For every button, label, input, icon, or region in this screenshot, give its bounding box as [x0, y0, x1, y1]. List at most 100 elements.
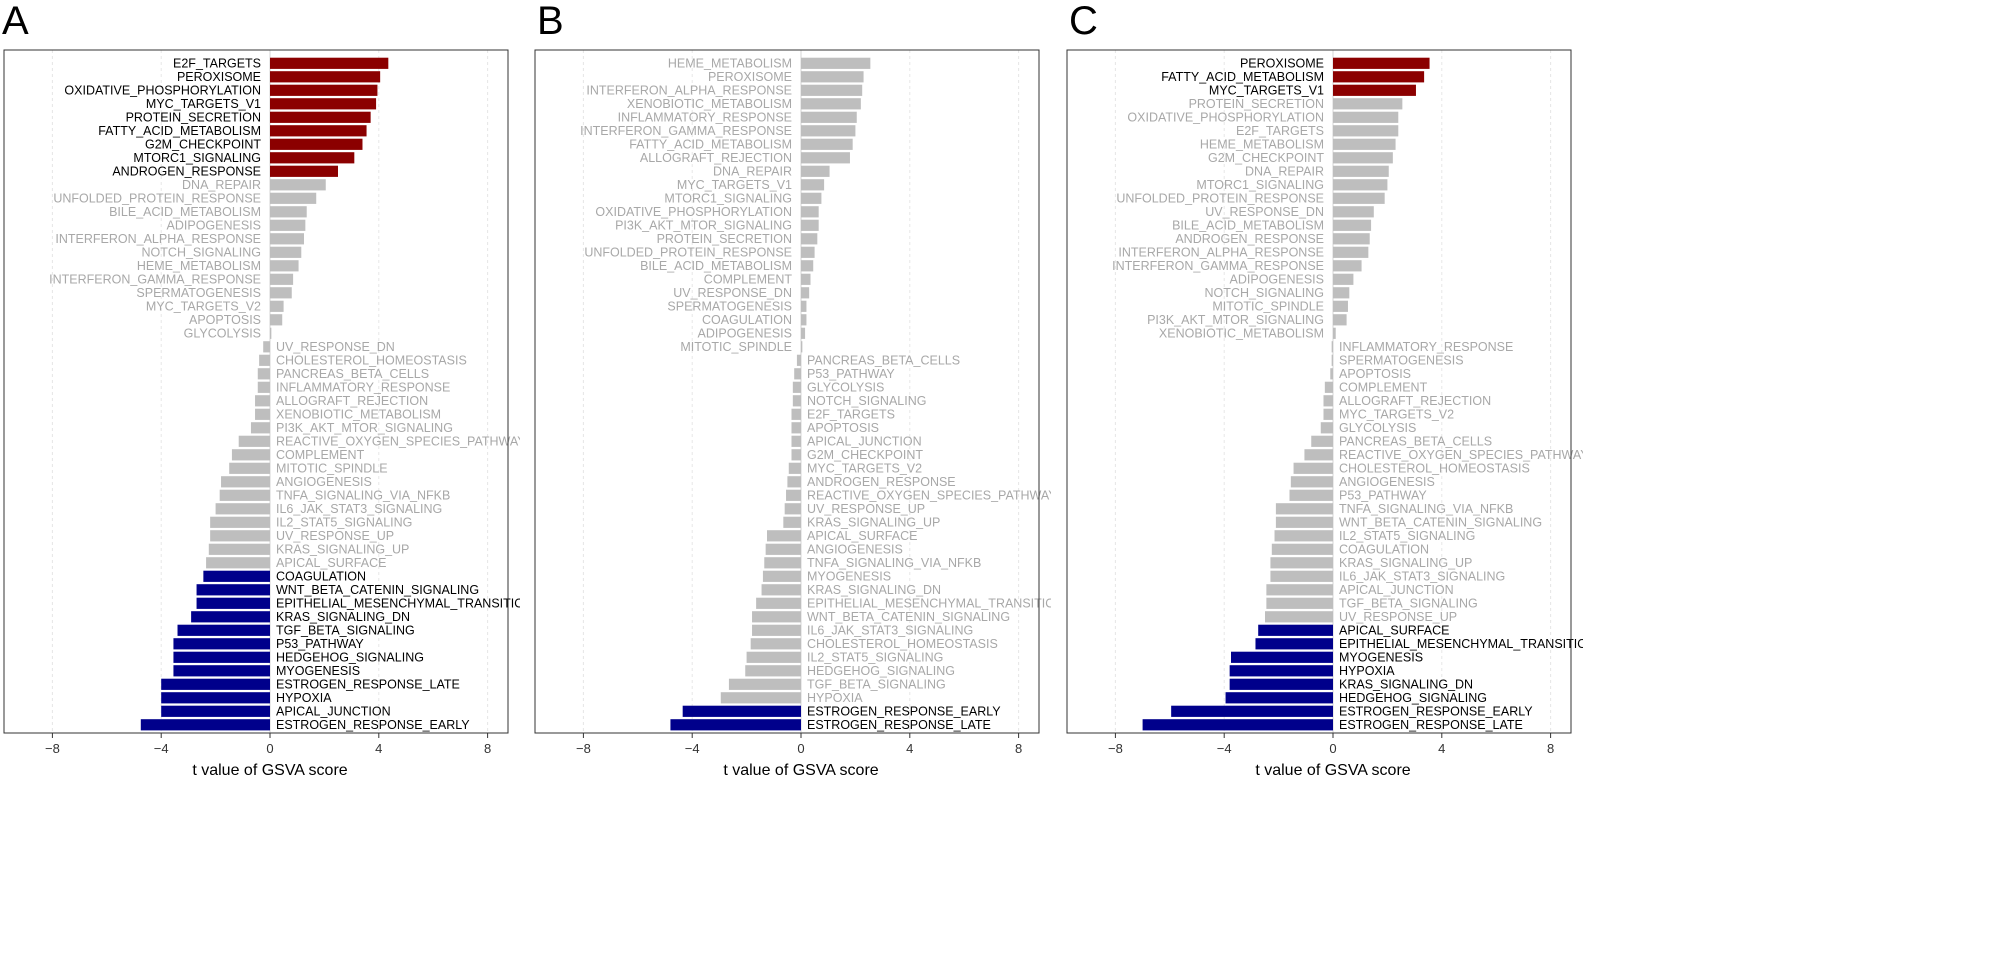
bar-label: ANGIOGENESIS	[1339, 475, 1435, 489]
bar-label: PANCREAS_BETA_CELLS	[807, 354, 960, 368]
bar	[270, 327, 272, 339]
bar-label: IL6_JAK_STAT3_SIGNALING	[1339, 570, 1505, 584]
bar	[801, 138, 853, 150]
bar	[1333, 125, 1399, 137]
bar-label: GLYCOLYSIS	[1339, 421, 1416, 435]
bar-label: UV_RESPONSE_DN	[1205, 205, 1324, 219]
x-axis-title: t value of GSVA score	[1255, 762, 1410, 779]
bar-label: E2F_TARGETS	[173, 57, 261, 71]
bar-label: G2M_CHECKPOINT	[145, 138, 261, 152]
bar-label: MTORC1_SIGNALING	[1196, 178, 1324, 192]
bar	[203, 570, 270, 582]
bar-label: IL2_STAT5_SIGNALING	[1339, 529, 1475, 543]
bar-label: TGF_BETA_SIGNALING	[276, 624, 415, 638]
bar	[257, 368, 270, 380]
bar-label: P53_PATHWAY	[807, 367, 895, 381]
bar-label: UV_RESPONSE_UP	[1339, 610, 1457, 624]
bar	[1331, 354, 1333, 366]
bar-label: GLYCOLYSIS	[184, 327, 261, 341]
bar-label: HEDGEHOG_SIGNALING	[276, 651, 424, 665]
bar-label: BILE_ACID_METABOLISM	[109, 205, 261, 219]
bar-label: MYC_TARGETS_V2	[146, 300, 261, 314]
bar-label: PROTEIN_SECRETION	[657, 232, 792, 246]
bar	[1266, 584, 1333, 596]
bar	[791, 408, 801, 420]
x-tick-label: 8	[484, 741, 491, 756]
bar-label: SPERMATOGENESIS	[136, 286, 261, 300]
bar	[801, 125, 856, 137]
panel-letter: C	[1069, 0, 1098, 43]
bar	[801, 152, 850, 164]
bar-label: KRAS_SIGNALING_UP	[1339, 556, 1472, 570]
bar	[270, 260, 299, 272]
bar	[728, 678, 801, 690]
bar-label: UV_RESPONSE_UP	[807, 502, 925, 516]
bar-label: UV_RESPONSE_DN	[673, 286, 792, 300]
bar-label: ESTROGEN_RESPONSE_EARLY	[1339, 705, 1533, 719]
bar-label: KRAS_SIGNALING_DN	[1339, 678, 1473, 692]
gsva-bar-chart: A E2F_TARGETSPEROXISOMEOXIDATIVE_PHOSPHOR…	[2, 0, 520, 779]
bar-label: WNT_BETA_CATENIN_SIGNALING	[276, 583, 479, 597]
bar	[229, 462, 270, 474]
bar-label: NOTCH_SIGNALING	[807, 394, 926, 408]
bar	[792, 395, 801, 407]
bar-label: DNA_REPAIR	[182, 178, 261, 192]
bar	[750, 638, 801, 650]
bar	[788, 462, 801, 474]
x-axis-title: t value of GSVA score	[192, 762, 347, 779]
bar	[1229, 678, 1333, 690]
bar-label: OXIDATIVE_PHOSPHORYLATION	[64, 84, 261, 98]
bar	[215, 503, 270, 515]
bar	[801, 165, 830, 177]
bar	[177, 624, 270, 636]
bar-label: CHOLESTEROL_HOMEOSTASIS	[276, 354, 467, 368]
plot-frame	[534, 49, 1040, 734]
bar-label: WNT_BETA_CATENIN_SIGNALING	[1339, 516, 1542, 530]
bar	[762, 570, 801, 582]
bar	[1333, 273, 1354, 285]
bar	[784, 503, 801, 515]
bar	[1270, 570, 1333, 582]
bar	[270, 125, 367, 137]
bar-label: UV_RESPONSE_UP	[276, 529, 394, 543]
bar	[270, 111, 371, 123]
bar	[1333, 152, 1393, 164]
bar	[270, 71, 381, 83]
bar	[255, 395, 270, 407]
bar-label: APICAL_JUNCTION	[807, 435, 922, 449]
x-tick-label: 4	[906, 741, 913, 756]
bar	[801, 98, 861, 110]
x-tick-label: −4	[1217, 741, 1232, 756]
bar-label: SPERMATOGENESIS	[1339, 354, 1464, 368]
bar	[270, 233, 304, 245]
bar-label: IL6_JAK_STAT3_SIGNALING	[807, 624, 973, 638]
bar	[801, 57, 871, 69]
bar-label: ESTROGEN_RESPONSE_LATE	[276, 678, 460, 692]
bar	[221, 476, 270, 488]
bar-label: IL2_STAT5_SIGNALING	[807, 651, 943, 665]
bar-label: EPITHELIAL_MESENCHYMAL_TRANSITION	[276, 597, 520, 611]
bar-label: ADIPOGENESIS	[167, 219, 261, 233]
bar-label: MITOTIC_SPINDLE	[276, 462, 388, 476]
bar	[1333, 179, 1388, 191]
panel-a: A E2F_TARGETS PEROXISOME OXIDATIVE_PHOSPHOR…	[0, 0, 520, 976]
bar	[791, 449, 801, 461]
bar	[270, 219, 306, 231]
bar	[1333, 192, 1385, 204]
bar-label: INTERFERON_GAMMA_RESPONSE	[1112, 259, 1324, 273]
bar	[1270, 557, 1333, 569]
bar	[1274, 530, 1333, 542]
x-tick-label: 0	[266, 741, 273, 756]
bar-label: PI3K_AKT_MTOR_SIGNALING	[615, 219, 792, 233]
bar	[1289, 489, 1333, 501]
bar-label: TNFA_SIGNALING_VIA_NFKB	[276, 489, 450, 503]
bar-label: INFLAMMATORY_RESPONSE	[618, 111, 792, 125]
bar	[801, 260, 814, 272]
bar	[1275, 503, 1333, 515]
bar-label: FATTY_ACID_METABOLISM	[629, 138, 792, 152]
bar-label: PI3K_AKT_MTOR_SIGNALING	[276, 421, 453, 435]
bar	[1171, 705, 1333, 717]
bar-label: PANCREAS_BETA_CELLS	[276, 367, 429, 381]
bar	[270, 98, 377, 110]
bar-label: MYC_TARGETS_V1	[1209, 84, 1324, 98]
